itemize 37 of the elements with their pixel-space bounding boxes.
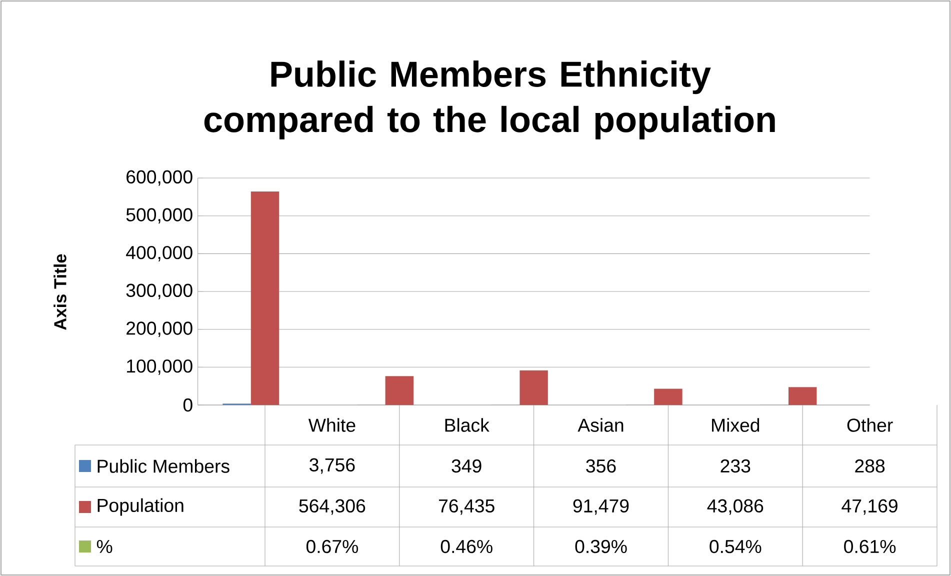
bar bbox=[520, 370, 548, 405]
y-tick-label: 300,000 bbox=[126, 284, 192, 300]
data-label: 43,086 bbox=[707, 499, 764, 515]
y-tick-label: 0 bbox=[183, 398, 192, 412]
chart-title: Public Members Ethnicity compared to the local population bbox=[204, 60, 775, 140]
legend-label: Public Members bbox=[98, 459, 230, 473]
data-label: 288 bbox=[855, 459, 885, 473]
bar bbox=[788, 387, 817, 405]
bar bbox=[385, 376, 414, 405]
data-label: 91,479 bbox=[573, 499, 629, 515]
x-tick-label: Other bbox=[847, 418, 893, 432]
legend-label: Population bbox=[98, 498, 184, 516]
x-tick-label: White bbox=[308, 418, 356, 432]
x-tick-label: Black bbox=[445, 418, 490, 432]
x-tick-label: Asian bbox=[578, 418, 624, 432]
y-axis-title: Axis Title bbox=[54, 254, 66, 330]
data-label: 0.39% bbox=[575, 540, 627, 554]
x-tick-label: Mixed bbox=[712, 418, 760, 432]
bar bbox=[654, 388, 682, 405]
data-label: 47,169 bbox=[842, 499, 898, 515]
data-label: 0.61% bbox=[844, 540, 896, 554]
data-label: 0.46% bbox=[440, 540, 492, 554]
data-label: 0.54% bbox=[710, 540, 762, 554]
y-tick-label: 200,000 bbox=[126, 322, 192, 338]
y-tick-label: 100,000 bbox=[127, 359, 192, 375]
data-label: 349 bbox=[452, 459, 482, 473]
data-label: 564,306 bbox=[299, 499, 366, 515]
y-tick-label: 600,000 bbox=[126, 170, 192, 186]
legend-label: % bbox=[96, 540, 112, 554]
y-tick-label: 500,000 bbox=[126, 208, 192, 224]
bar bbox=[250, 192, 280, 405]
y-tick-label: 400,000 bbox=[126, 246, 192, 262]
data-label: 233 bbox=[720, 459, 750, 473]
data-label: 0.67% bbox=[306, 540, 358, 554]
data-label: 76,435 bbox=[439, 499, 494, 515]
data-label: 3,756 bbox=[310, 458, 355, 474]
data-label: 356 bbox=[586, 459, 616, 473]
